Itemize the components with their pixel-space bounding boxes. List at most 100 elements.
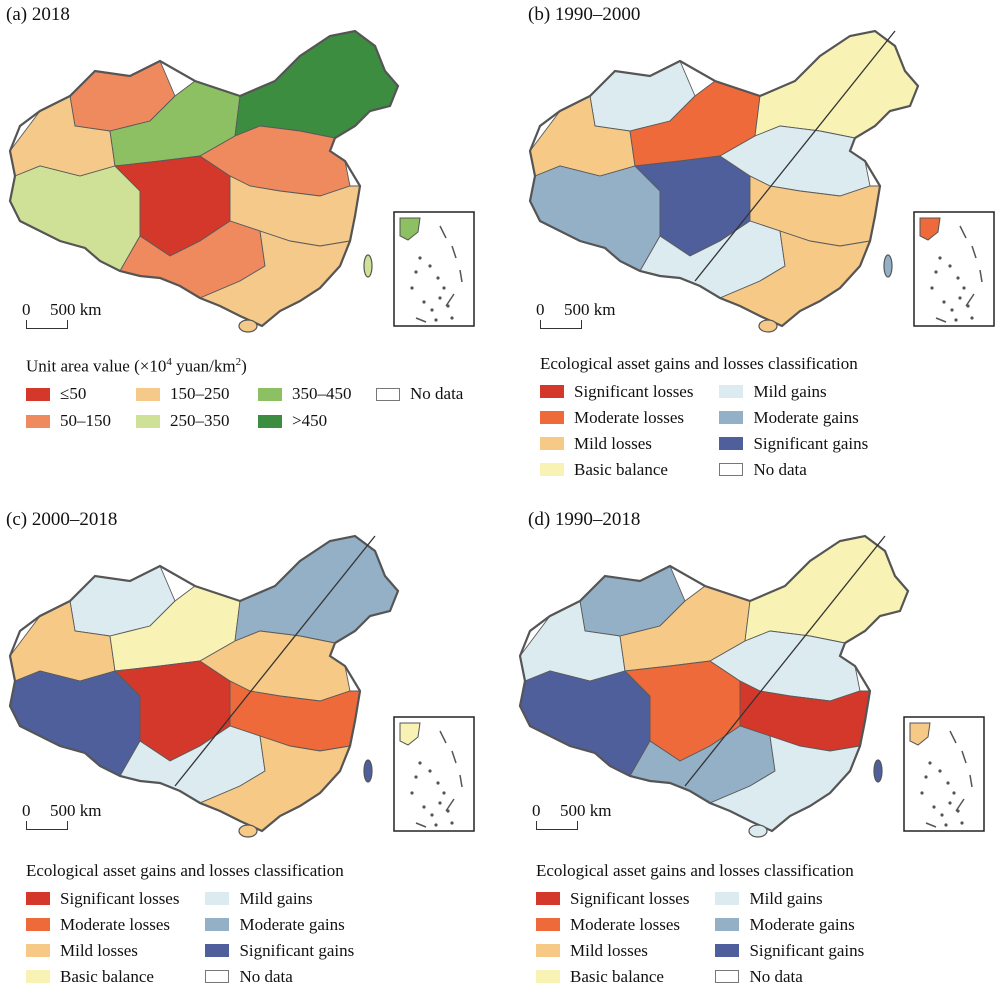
- inset-island: [436, 781, 440, 785]
- inset-island: [956, 276, 960, 280]
- legend-label: Moderate gains: [239, 914, 345, 934]
- country-outline: [528, 29, 920, 328]
- legend-swatch: [205, 970, 230, 983]
- legend-swatch: [205, 918, 230, 931]
- legend-gains-losses: Ecological asset gains and losses classi…: [26, 861, 354, 988]
- inset-island: [930, 286, 934, 290]
- legend-title: Ecological asset gains and losses classi…: [540, 354, 858, 373]
- inset-island: [952, 791, 956, 795]
- legend-grid: Significant losses Mild gains Moderate los…: [26, 887, 354, 988]
- scale-zero: 0: [22, 300, 31, 319]
- boundary-dash: [439, 225, 447, 239]
- taiwan-island: [363, 254, 373, 278]
- hu-line: [694, 30, 896, 282]
- inset-island: [934, 270, 938, 274]
- legend-swatch: [26, 944, 50, 957]
- inset-island: [948, 264, 952, 268]
- legend-swatch: [136, 387, 160, 401]
- boundary-dash: [961, 750, 967, 764]
- boundary-dash: [971, 245, 977, 259]
- legend-swatch: [26, 414, 50, 428]
- legend-label: No data: [753, 459, 807, 479]
- legend-item: ≤50: [26, 383, 86, 406]
- legend-label: Basic balance: [570, 966, 664, 986]
- panel-d: (d) 1990–2018 0 500 km Ecological asset …: [510, 505, 1000, 1000]
- legend-item: Mild gains: [719, 380, 868, 403]
- legend-item: Basic balance: [536, 965, 689, 988]
- province-region: [520, 670, 651, 777]
- inset-island: [920, 791, 924, 795]
- legend-item: No data: [376, 383, 463, 406]
- legend-item: Basic balance: [540, 458, 693, 481]
- legend-swatch: [536, 944, 560, 957]
- legend-label: Mild gains: [749, 888, 823, 908]
- panel-title: (b) 1990–2000: [528, 4, 641, 25]
- legend-swatch: [26, 918, 50, 931]
- inset-island: [430, 813, 434, 817]
- legend-title: Ecological asset gains and losses classi…: [536, 861, 854, 880]
- legend-item: Significant losses: [26, 887, 179, 910]
- panel-c: (c) 2000–2018 0 500 km Ecological asset …: [0, 505, 500, 1000]
- legend-grid: Significant losses Mild gains Moderate los…: [540, 380, 868, 481]
- legend-swatch: [536, 970, 560, 983]
- boundary-dash: [949, 730, 957, 744]
- province-region: [744, 536, 908, 644]
- inset-island: [928, 761, 932, 765]
- legend-swatch: [258, 387, 282, 401]
- inset-island: [942, 300, 946, 304]
- boundary-dash: [451, 245, 457, 259]
- legend-label: No data: [749, 966, 803, 986]
- legend-item: >450: [258, 410, 327, 433]
- hu-line: [174, 535, 376, 787]
- boundary-dash: [955, 798, 965, 812]
- legend-item: Moderate gains: [715, 913, 864, 936]
- legend-swatch: [540, 463, 564, 476]
- legend-item: Mild losses: [540, 432, 693, 455]
- inset-island: [428, 264, 432, 268]
- panel-title: (c) 2000–2018: [6, 509, 118, 530]
- boundary-dash: [959, 225, 967, 239]
- legend-swatch: [715, 944, 740, 957]
- legend-item: Mild losses: [536, 939, 689, 962]
- boundary-dash: [445, 293, 455, 307]
- legend-item: 150–250: [136, 383, 230, 406]
- china-map: [8, 534, 475, 838]
- scale-label: 500 km: [50, 300, 102, 319]
- panel-title: (a) 2018: [6, 4, 70, 25]
- inset-island: [958, 296, 962, 300]
- boundary-dash: [925, 822, 937, 828]
- inset-island: [436, 276, 440, 280]
- legend-item: Significant gains: [205, 939, 354, 962]
- legend-item: No data: [205, 965, 354, 988]
- legend-swatch: [26, 387, 50, 401]
- inset-island: [450, 316, 454, 320]
- inset-island: [450, 821, 454, 825]
- boundary-dash: [965, 293, 975, 307]
- province-region: [754, 31, 918, 139]
- china-map: [518, 534, 985, 838]
- legend-swatch: [719, 437, 744, 450]
- inset-island: [414, 775, 418, 779]
- inset-island: [924, 775, 928, 779]
- legend-label: Significant losses: [570, 888, 690, 908]
- inset-island: [428, 769, 432, 773]
- legend-swatch: [715, 918, 740, 931]
- inset-island: [410, 286, 414, 290]
- hainan-island: [238, 319, 258, 333]
- legend-label: Mild losses: [60, 940, 138, 960]
- legend-label: Significant gains: [753, 433, 869, 453]
- legend-label: Significant losses: [60, 888, 180, 908]
- inset-island: [418, 761, 422, 765]
- legend-label: Basic balance: [574, 459, 668, 479]
- legend-label: Moderate gains: [753, 407, 859, 427]
- legend-item: Basic balance: [26, 965, 179, 988]
- taiwan-island: [873, 759, 883, 783]
- legend-label: Significant gains: [749, 940, 865, 960]
- legend-label: Mild gains: [239, 888, 313, 908]
- inset-island: [418, 256, 422, 260]
- inset-island: [938, 256, 942, 260]
- boundary-dash: [935, 317, 947, 323]
- legend-swatch: [719, 463, 744, 476]
- boundary-dash: [459, 774, 463, 788]
- legend-item: Mild gains: [715, 887, 864, 910]
